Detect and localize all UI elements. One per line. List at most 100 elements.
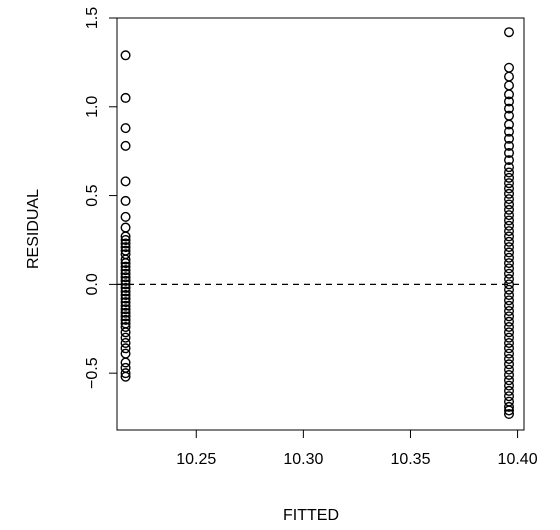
data-point (120, 231, 131, 242)
data-point (504, 327, 515, 338)
data-point (504, 332, 515, 343)
data-point (504, 322, 515, 333)
data-point (504, 391, 515, 402)
data-point (504, 62, 515, 73)
plot-box (116, 17, 525, 431)
data-point (504, 284, 515, 295)
data-point (120, 311, 131, 322)
data-point (120, 242, 131, 253)
data-point (504, 147, 515, 158)
data-point (504, 155, 515, 166)
y-axis: −0.5 0.0 0.5 1.0 1.5 (84, 7, 117, 389)
data-point (504, 300, 515, 311)
data-point (120, 234, 131, 245)
data-point (504, 226, 515, 237)
x-tick-label: 10.40 (498, 451, 538, 468)
x-tick-label: 10.25 (176, 451, 216, 468)
data-point (504, 252, 515, 263)
data-point (504, 274, 515, 285)
y-tick-label: −0.5 (84, 357, 101, 389)
x-tick-label: 10.35 (390, 451, 430, 468)
data-point (120, 123, 131, 134)
data-point (504, 364, 515, 375)
data-point (504, 359, 515, 370)
data-point (120, 322, 131, 333)
data-point (504, 204, 515, 215)
data-point (504, 89, 515, 100)
data-point (504, 380, 515, 391)
data-point (504, 247, 515, 258)
data-point (504, 199, 515, 210)
data-point (504, 162, 515, 173)
y-tick-label: 0.0 (84, 273, 101, 295)
data-point (504, 27, 515, 38)
data-point (120, 371, 131, 382)
data-point (504, 140, 515, 151)
data-point (120, 337, 131, 348)
data-point (504, 71, 515, 82)
data-point (504, 268, 515, 279)
data-point (120, 268, 131, 279)
data-point (504, 306, 515, 317)
data-point (504, 385, 515, 396)
data-point (504, 133, 515, 144)
data-point (504, 369, 515, 380)
data-point (504, 231, 515, 242)
data-point (120, 195, 131, 206)
data-point (120, 286, 131, 297)
data-point (120, 307, 131, 318)
data-point (504, 405, 515, 416)
data-point (504, 375, 515, 386)
data-point (504, 295, 515, 306)
data-point (120, 304, 131, 315)
data-point (120, 297, 131, 308)
y-tick-label: 1.5 (84, 7, 101, 29)
plot-frame (116, 17, 525, 431)
data-point (504, 316, 515, 327)
data-point (504, 409, 515, 420)
data-point (120, 282, 131, 293)
data-point (504, 103, 515, 114)
data-point (504, 220, 515, 231)
data-point (120, 300, 131, 311)
x-axis-label: FITTED (283, 507, 339, 524)
y-tick-label: 0.5 (84, 184, 101, 206)
data-point (120, 332, 131, 343)
data-point (120, 211, 131, 222)
y-axis-label: RESIDUAL (25, 189, 42, 269)
data-point (504, 194, 515, 205)
data-point (120, 368, 131, 379)
data-point (504, 178, 515, 189)
data-point (504, 337, 515, 348)
data-point (120, 92, 131, 103)
data-point (120, 290, 131, 301)
data-point (120, 222, 131, 233)
data-point (504, 290, 515, 301)
data-point (120, 327, 131, 338)
data-point (120, 314, 131, 325)
data-point (504, 353, 515, 364)
data-point (120, 275, 131, 286)
y-tick-label: 1.0 (84, 96, 101, 118)
data-point (504, 348, 515, 359)
data-points (120, 27, 515, 420)
data-point (120, 272, 131, 283)
data-point (120, 254, 131, 265)
data-point (504, 215, 515, 226)
data-point (504, 263, 515, 274)
data-point (504, 258, 515, 269)
data-point (504, 242, 515, 253)
data-point (120, 357, 131, 368)
data-point (504, 96, 515, 107)
data-point (504, 279, 515, 290)
data-point (120, 238, 131, 249)
data-point (120, 258, 131, 269)
data-point (120, 50, 131, 61)
data-point (120, 265, 131, 276)
data-point (120, 261, 131, 272)
data-point (504, 80, 515, 91)
x-axis: 10.25 10.30 10.35 10.40 (176, 430, 538, 468)
data-point (504, 172, 515, 183)
data-point (504, 210, 515, 221)
